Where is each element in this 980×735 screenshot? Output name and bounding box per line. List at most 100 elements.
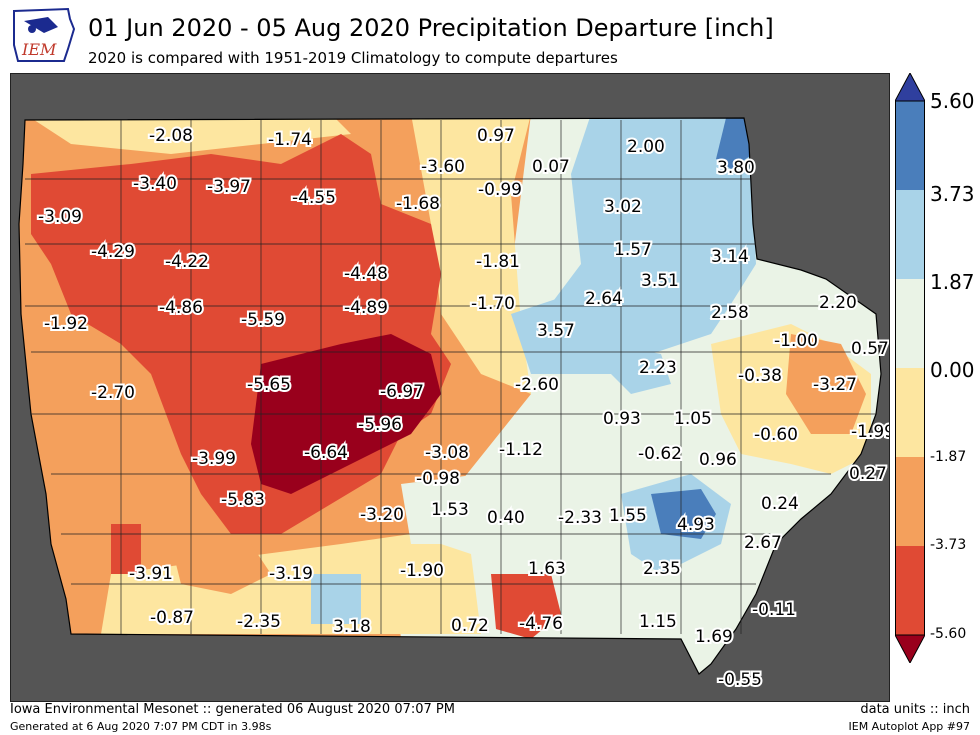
station-value-label: -4.55 [292,188,336,208]
station-value-label: -2.33 [558,508,602,528]
iem-logo: IEM [8,5,76,65]
colorbar-bin [895,457,925,546]
station-value-label: 3.14 [711,247,749,267]
station-value-label: -3.99 [192,449,236,469]
station-value-label: 2.23 [639,358,677,378]
station-value-label: -5.65 [247,375,291,395]
station-value-label: -3.20 [360,505,404,525]
station-value-label: 0.72 [451,616,489,636]
colorbar-tick-6: -5.60 [930,626,967,642]
station-value-label: -6.97 [380,382,424,402]
station-value-label: -0.60 [754,425,798,445]
colorbar [894,71,926,665]
station-value-label: 2.20 [819,293,857,313]
colorbar-tick-5: -3.73 [930,537,967,553]
station-value-label: 0.27 [849,464,887,484]
colorbar-tick-0: 5.60 [930,89,975,113]
colorbar-extend-lower [894,634,926,665]
station-value-label: 1.15 [639,612,677,632]
colorbar-tick-4: -1.87 [930,449,967,465]
colorbar-bin [895,279,925,368]
station-value-label: -4.76 [519,614,563,634]
station-value-label: -3.08 [425,443,469,463]
station-value-label: -1.00 [774,331,818,351]
station-value-label: 0.40 [487,508,525,528]
station-value-label: -4.86 [159,298,203,318]
footer-generated: Iowa Environmental Mesonet :: generated … [10,702,455,717]
footer-units: data units :: inch [860,702,970,717]
station-value-label: -1.81 [476,252,520,272]
station-value-label: -3.27 [813,375,857,395]
station-value-label: -1.70 [471,294,515,314]
station-value-label: -0.11 [752,600,796,620]
station-value-label: -6.64 [304,443,348,463]
station-value-label: -0.55 [718,670,762,690]
station-value-label: -3.19 [269,564,313,584]
station-value-label: 1.55 [609,506,647,526]
station-value-label: 0.24 [761,494,799,514]
station-value-label: -1.12 [499,440,543,460]
station-value-label: -1.68 [396,194,440,214]
colorbar-tick-1: 3.73 [930,182,975,206]
station-value-label: -0.38 [738,366,782,386]
footer-timing: Generated at 6 Aug 2020 7:07 PM CDT in 3… [10,720,272,733]
map-subtitle: 2020 is compared with 1951-2019 Climatol… [88,49,618,67]
station-value-label: -1.90 [400,561,444,581]
station-value-label: 0.07 [532,157,570,177]
station-value-label: -2.60 [515,375,559,395]
station-value-label: -5.59 [241,310,285,330]
station-value-label: -4.29 [91,242,135,262]
station-value-label: -5.96 [358,415,402,435]
station-value-label: -0.99 [478,180,522,200]
footer-app: IEM Autoplot App #97 [848,720,971,733]
station-value-label: 2.64 [585,289,623,309]
station-value-label: -1.99 [851,422,889,442]
colorbar-extend-upper [894,71,926,102]
station-value-label: 0.93 [603,409,641,429]
colorbar-tick-3: 0.00 [930,358,975,382]
station-value-label: -0.87 [150,608,194,628]
station-value-label: -2.08 [149,126,193,146]
station-value-label: -2.70 [91,383,135,403]
map-title: 01 Jun 2020 - 05 Aug 2020 Precipitation … [88,14,774,42]
station-value-label: 3.02 [604,197,642,217]
station-value-label: 2.00 [627,137,665,157]
station-value-label: 1.69 [695,627,733,647]
station-value-label: -0.98 [416,469,460,489]
colorbar-bin [895,546,925,635]
colorbar-tick-2: 1.87 [930,270,975,294]
station-value-label: 0.57 [851,339,889,359]
colorbar-bin [895,190,925,279]
station-value-label: 3.51 [641,271,679,291]
station-value-label: 1.53 [431,500,469,520]
station-value-label: 2.67 [744,533,782,553]
station-value-label: 3.18 [333,617,371,637]
station-value-label: -4.89 [344,298,388,318]
station-value-label: 3.57 [537,321,575,341]
station-value-label: -3.09 [38,207,82,227]
county-boundaries [25,120,876,634]
station-value-label: -4.22 [165,252,209,272]
station-value-label: -1.74 [268,130,312,150]
station-value-label: 1.63 [528,559,566,579]
station-value-label: 4.93 [677,515,715,535]
colorbar-bin [895,101,925,190]
station-value-label: 0.96 [699,450,737,470]
station-value-label: 1.05 [674,409,712,429]
station-value-label: -2.35 [237,612,281,632]
station-value-label: -3.91 [129,564,173,584]
station-value-label: -1.92 [44,314,88,334]
value-labels: -2.08 -1.74 0.97 2.00 -3.60 0.07 3.80 -3.40 -3.9… [36,124,889,692]
station-value-label: -5.83 [221,490,265,510]
station-value-label: -3.40 [133,174,177,194]
station-value-label: -3.60 [421,157,465,177]
station-value-label: 0.97 [477,126,515,146]
station-value-label: -4.48 [344,264,388,284]
station-value-label: 2.58 [711,303,749,323]
station-value-label: -0.62 [638,444,682,464]
map-panel: -2.08 -1.74 0.97 2.00 -3.60 0.07 3.80 -3.40 -3.9… [10,73,890,702]
station-value-label: -3.97 [207,177,251,197]
station-value-label: 1.57 [614,240,652,260]
colorbar-bin [895,368,925,457]
iowa-departure-map: -2.08 -1.74 0.97 2.00 -3.60 0.07 3.80 -3.40 -3.9… [18,117,889,692]
